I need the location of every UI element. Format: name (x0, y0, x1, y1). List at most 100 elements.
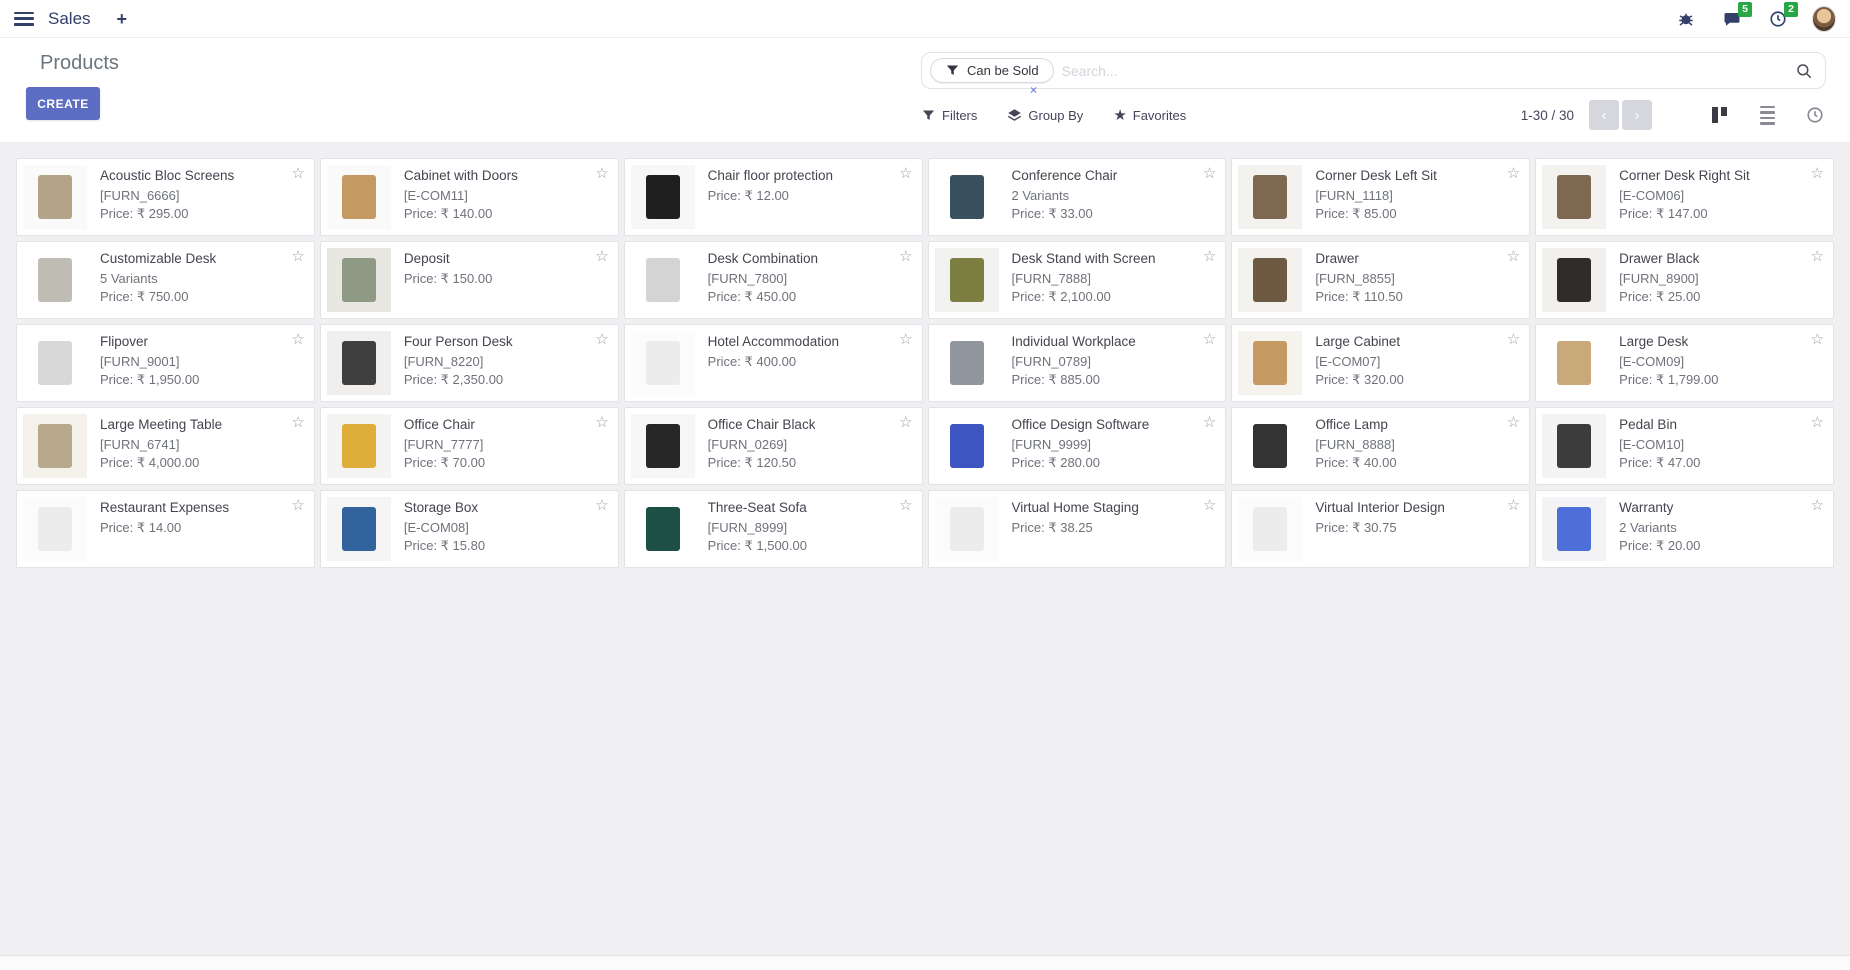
search-facet-can-be-sold[interactable]: Can be Sold (930, 58, 1054, 83)
product-card[interactable]: Office Lamp [FURN_8888] Price: ₹ 40.00 ☆ (1231, 407, 1531, 485)
favorites-label: Favorites (1132, 107, 1187, 123)
favorite-star-icon[interactable]: ☆ (1202, 248, 1217, 265)
favorite-star-icon[interactable]: ☆ (1810, 248, 1824, 265)
favorite-star-icon[interactable]: ☆ (1810, 331, 1824, 348)
favorite-star-icon[interactable]: ☆ (595, 331, 609, 348)
product-card[interactable]: Office Chair Black [FURN_0269] Price: ₹ … (623, 407, 923, 485)
product-image (23, 497, 87, 561)
filter-funnel-icon (946, 65, 959, 75)
product-card[interactable]: Three-Seat Sofa [FURN_8999] Price: ₹ 1,5… (623, 490, 923, 568)
favorite-star-icon[interactable]: ☆ (291, 331, 305, 348)
search-bar[interactable]: Can be Sold × (921, 52, 1826, 96)
kanban-view-icon[interactable] (1708, 104, 1730, 126)
product-image (630, 497, 695, 561)
group-by-button[interactable]: Group By (1007, 108, 1083, 123)
hamburger-menu-icon[interactable] (14, 11, 34, 26)
favorite-star-icon[interactable]: ☆ (1202, 165, 1217, 182)
product-card[interactable]: Deposit Price: ₹ 150.00 ☆ (319, 241, 619, 319)
favorite-star-icon[interactable]: ☆ (899, 165, 913, 182)
favorite-star-icon[interactable]: ☆ (899, 497, 913, 514)
product-name: Storage Box (403, 500, 479, 515)
product-card[interactable]: Office Design Software [FURN_9999] Price… (927, 407, 1227, 485)
favorite-star-icon[interactable]: ☆ (595, 414, 609, 431)
product-card[interactable]: Corner Desk Left Sit [FURN_1118] Price: … (1231, 158, 1531, 236)
facet-remove-icon[interactable]: × (1030, 83, 1038, 97)
product-card[interactable]: Cabinet with Doors [E-COM11] Price: ₹ 14… (319, 158, 619, 236)
product-card[interactable]: Restaurant Expenses Price: ₹ 14.00 ☆ (16, 490, 315, 568)
product-card[interactable]: Virtual Home Staging Price: ₹ 38.25 ☆ (927, 490, 1227, 568)
product-card[interactable]: Large Meeting Table [FURN_6741] Price: ₹… (16, 407, 315, 485)
favorite-star-icon[interactable]: ☆ (1810, 497, 1824, 514)
user-avatar[interactable] (1812, 5, 1836, 32)
product-card[interactable]: Corner Desk Right Sit [E-COM06] Price: ₹… (1535, 158, 1834, 236)
product-card[interactable]: Drawer [FURN_8855] Price: ₹ 110.50 ☆ (1231, 241, 1531, 319)
favorite-star-icon[interactable]: ☆ (1506, 331, 1521, 348)
favorite-star-icon[interactable]: ☆ (1202, 331, 1217, 348)
product-card[interactable]: Large Cabinet [E-COM07] Price: ₹ 320.00 … (1231, 324, 1531, 402)
favorite-star-icon[interactable]: ☆ (899, 248, 913, 265)
favorite-star-icon[interactable]: ☆ (1202, 414, 1217, 431)
favorite-star-icon[interactable]: ☆ (1506, 165, 1521, 182)
activities-clock-icon[interactable]: 2 (1766, 1, 1798, 31)
product-subtitle: [E-COM11] (403, 188, 468, 203)
favorite-star-icon[interactable]: ☆ (1810, 165, 1824, 182)
filters-button[interactable]: Filters (921, 108, 977, 123)
pager-previous-button[interactable]: ‹ (1589, 100, 1619, 130)
product-card[interactable]: Desk Combination [FURN_7800] Price: ₹ 45… (623, 241, 923, 319)
favorite-star-icon[interactable]: ☆ (1506, 497, 1521, 514)
product-card[interactable]: Flipover [FURN_9001] Price: ₹ 1,950.00 ☆ (16, 324, 315, 402)
favorite-star-icon[interactable]: ☆ (291, 414, 305, 431)
debug-bug-icon[interactable] (1674, 7, 1698, 31)
product-subtitle: [FURN_0269] (707, 437, 788, 452)
favorite-star-icon[interactable]: ☆ (595, 165, 609, 182)
favorite-star-icon[interactable]: ☆ (1506, 414, 1521, 431)
product-price: Price: ₹ 47.00 (1619, 455, 1701, 471)
product-card[interactable]: Desk Stand with Screen [FURN_7888] Price… (927, 241, 1227, 319)
product-card[interactable]: Customizable Desk 5 Variants Price: ₹ 75… (16, 241, 315, 319)
messages-icon[interactable]: 5 (1720, 1, 1752, 31)
product-card[interactable]: Storage Box [E-COM08] Price: ₹ 15.80 ☆ (319, 490, 619, 568)
search-input[interactable] (1061, 62, 1795, 79)
product-card[interactable]: Four Person Desk [FURN_8220] Price: ₹ 2,… (319, 324, 619, 402)
search-icon[interactable] (1795, 62, 1813, 80)
product-card[interactable]: Pedal Bin [E-COM10] Price: ₹ 47.00 ☆ (1535, 407, 1834, 485)
product-card[interactable]: Large Desk [E-COM09] Price: ₹ 1,799.00 ☆ (1535, 324, 1834, 402)
favorite-star-icon[interactable]: ☆ (291, 165, 305, 182)
favorite-star-icon[interactable]: ☆ (899, 331, 913, 348)
favorite-star-icon[interactable]: ☆ (595, 497, 609, 514)
favorite-star-icon[interactable]: ☆ (1810, 414, 1824, 431)
activity-view-icon[interactable] (1804, 104, 1826, 126)
product-card[interactable]: Individual Workplace [FURN_0789] Price: … (927, 324, 1227, 402)
pager-next-button[interactable]: › (1622, 100, 1652, 130)
app-menu-sales[interactable]: Sales (48, 8, 91, 28)
product-name: Drawer Black (1619, 251, 1700, 266)
favorite-star-icon[interactable]: ☆ (291, 248, 305, 265)
favorite-star-icon[interactable]: ☆ (1202, 497, 1217, 514)
product-price: Price: ₹ 280.00 (1011, 455, 1101, 471)
product-image (1238, 414, 1303, 478)
favorite-star-icon[interactable]: ☆ (291, 497, 305, 514)
product-card[interactable]: Virtual Interior Design Price: ₹ 30.75 ☆ (1231, 490, 1531, 568)
product-card[interactable]: Acoustic Bloc Screens [FURN_6666] Price:… (16, 158, 315, 236)
product-image (326, 497, 391, 561)
product-card[interactable]: Chair floor protection Price: ₹ 12.00 ☆ (623, 158, 923, 236)
product-image (630, 165, 695, 229)
product-image (326, 165, 391, 229)
favorite-star-icon[interactable]: ☆ (595, 248, 609, 265)
favorite-star-icon[interactable]: ☆ (1506, 248, 1521, 265)
product-card[interactable]: Office Chair [FURN_7777] Price: ₹ 70.00 … (319, 407, 619, 485)
product-image (326, 331, 391, 395)
product-card[interactable]: Conference Chair 2 Variants Price: ₹ 33.… (927, 158, 1227, 236)
product-card[interactable]: Warranty 2 Variants Price: ₹ 20.00 ☆ (1535, 490, 1834, 568)
create-button[interactable]: CREATE (26, 87, 100, 120)
product-card[interactable]: Drawer Black [FURN_8900] Price: ₹ 25.00 … (1535, 241, 1834, 319)
favorites-button[interactable]: ★ Favorites (1113, 106, 1186, 124)
new-tab-button[interactable]: + (116, 8, 128, 29)
product-card[interactable]: Hotel Accommodation Price: ₹ 400.00 ☆ (623, 324, 923, 402)
product-price: Price: ₹ 120.50 (707, 455, 797, 471)
list-view-icon[interactable] (1756, 104, 1778, 126)
product-name: Warranty (1619, 500, 1674, 515)
product-image (934, 165, 999, 229)
product-image (630, 331, 695, 395)
favorite-star-icon[interactable]: ☆ (899, 414, 913, 431)
